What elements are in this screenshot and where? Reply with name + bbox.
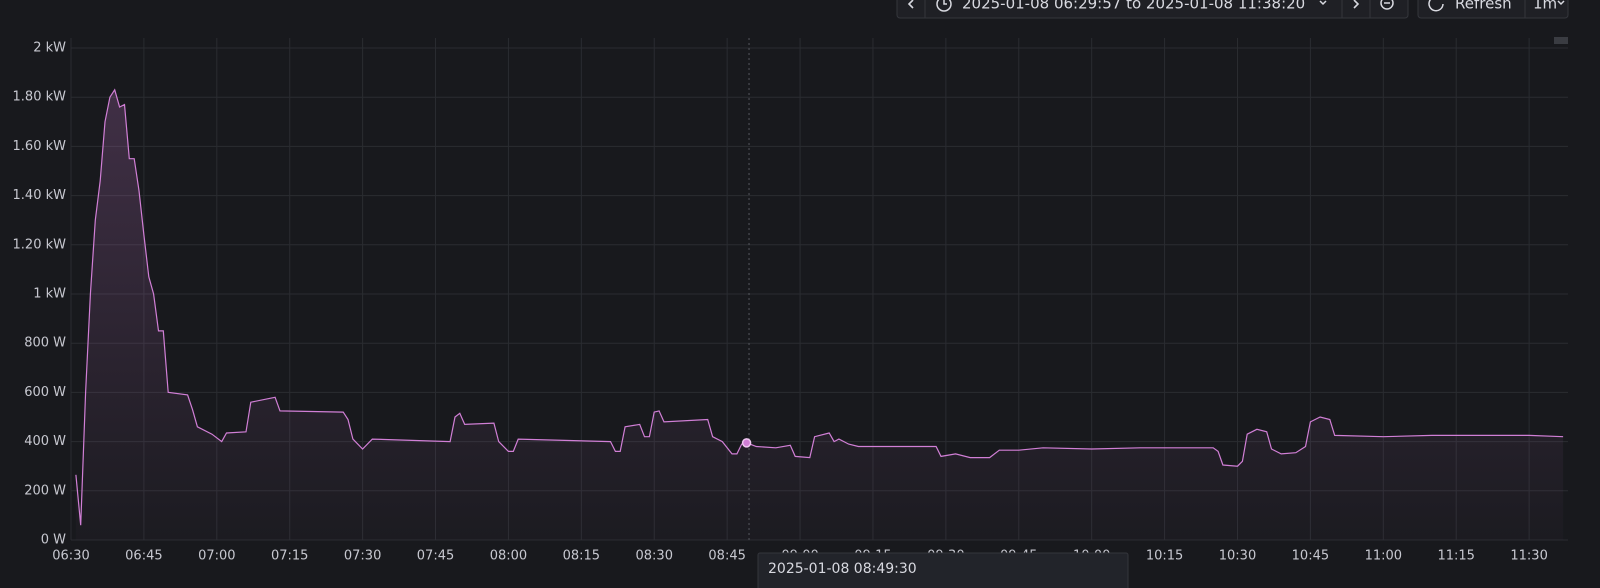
area-fill (75, 89, 1564, 541)
toolbar: 2025-01-08 06:29:57 to 2025-01-08 11:38:… (896, 0, 1569, 44)
panel-corner (1554, 37, 1568, 44)
tooltip-time: 2025-01-08 08:49:30 (768, 561, 917, 577)
time-picker[interactable] (896, 0, 1409, 19)
y-tick-label: 1.40 kW (13, 188, 67, 203)
tooltip-box (757, 552, 1129, 588)
next-button[interactable] (1353, 0, 1360, 9)
range-dropdown[interactable] (1319, 0, 1327, 6)
hover-point (741, 438, 752, 448)
x-tick-label: 11:15 (1437, 549, 1474, 564)
plot-area: 0 W 200 W 400 W 600 W 800 W 1 kW 1.20 kW 1.40 k… (13, 38, 1568, 564)
y-tick-label: 800 W (24, 336, 66, 351)
y-tick-label: 1.20 kW (13, 237, 67, 252)
refresh-picker[interactable] (1417, 0, 1569, 19)
y-tick-label: 1.80 kW (13, 90, 67, 105)
x-tick-label: 10:15 (1146, 549, 1183, 564)
y-tick-label: 0 W (41, 533, 66, 548)
y-tick-label: 2 kW (33, 41, 66, 56)
x-tick-label: 08:45 (708, 549, 745, 564)
x-tick-label: 10:30 (1219, 549, 1256, 564)
time-range[interactable]: 2025-01-08 06:29:57 to 2025-01-08 11:38:… (962, 0, 1305, 13)
x-tick-label: 11:00 (1365, 549, 1402, 564)
x-tick-label: 08:15 (563, 549, 600, 564)
tooltip: 2025-01-08 08:49:30 (757, 552, 1129, 588)
refresh-icon (1428, 0, 1444, 12)
clock-hands (943, 0, 947, 5)
x-tick-label: 07:00 (198, 549, 235, 564)
x-tick-label: 11:30 (1510, 549, 1547, 564)
prev-button[interactable] (907, 0, 914, 9)
x-tick-label: 07:30 (344, 549, 381, 564)
interval-dropdown[interactable] (1557, 0, 1565, 6)
y-tick-label: 1 kW (33, 287, 66, 302)
y-tick-label: 400 W (24, 434, 66, 449)
x-tick-label: 08:30 (636, 549, 673, 564)
refresh-button[interactable]: Refresh (1455, 0, 1512, 13)
x-tick-label: 06:30 (52, 549, 89, 564)
y-tick-label: 1.60 kW (13, 139, 67, 154)
y-tick-label: 200 W (24, 483, 66, 498)
refresh-interval[interactable]: 1m (1533, 0, 1557, 13)
zoom-out-button[interactable] (1380, 0, 1394, 10)
series-line (75, 88, 1564, 526)
y-tick-label: 600 W (24, 385, 66, 400)
x-tick-label: 07:15 (271, 549, 308, 564)
x-tick-label: 08:00 (490, 549, 527, 564)
x-tick-label: 10:45 (1292, 549, 1329, 564)
clock-icon (936, 0, 952, 12)
x-tick-label: 06:45 (125, 549, 162, 564)
x-tick-label: 07:45 (417, 549, 454, 564)
